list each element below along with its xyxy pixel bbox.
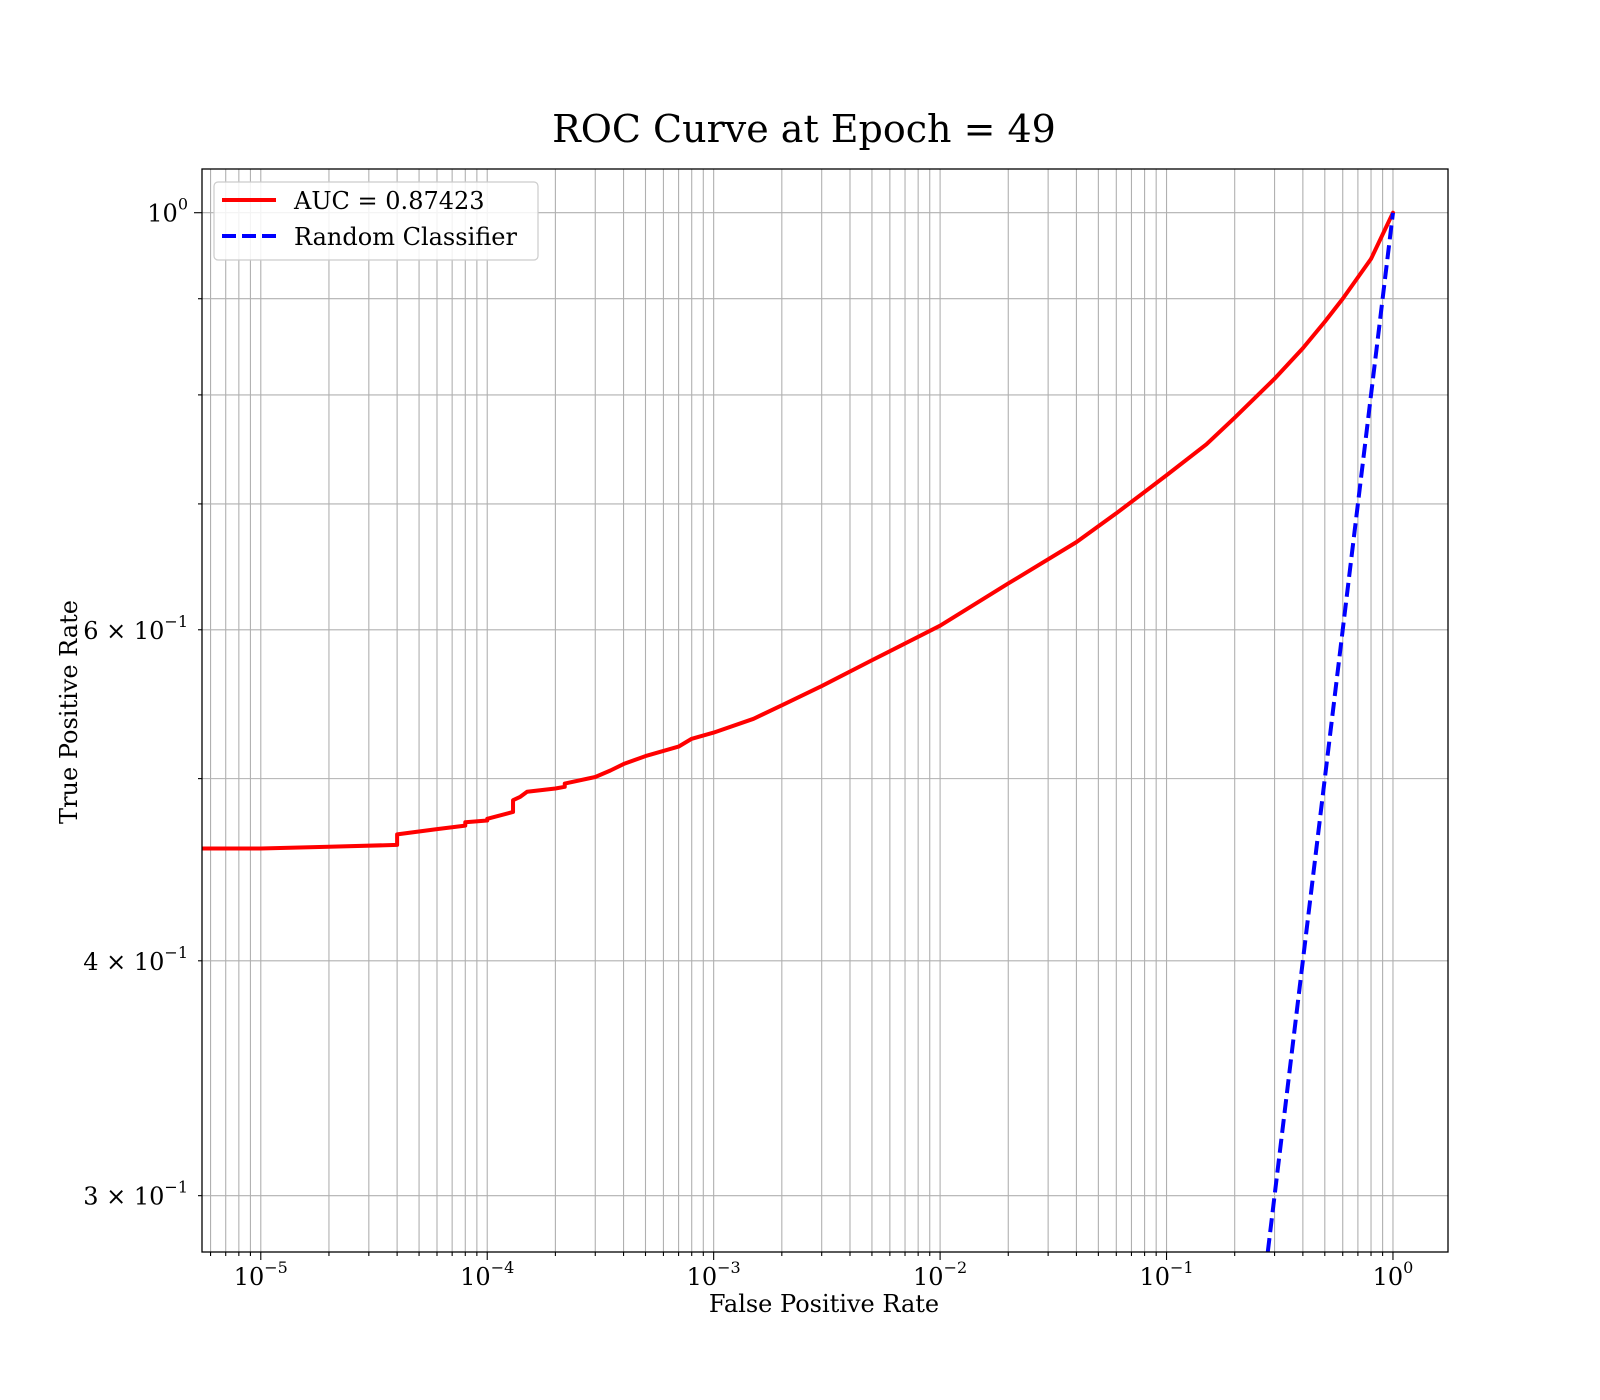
y-axis-ticks: 100 6 × 10−1 4 × 10−1 3 × 10−1 (83, 195, 202, 1211)
series-layer (202, 210, 1395, 1252)
plot-frame (201, 168, 1449, 1253)
legend: AUC = 0.87423 Random Classifier (213, 181, 539, 261)
random-classifier-line (1265, 212, 1395, 1252)
y-tick-label: 3 × 10−1 (83, 1178, 188, 1211)
y-tick-label: 6 × 10−1 (83, 612, 188, 645)
y-tick-label: 100 (147, 195, 188, 228)
grid-lines (202, 169, 1448, 1252)
legend-box (213, 181, 539, 261)
chart-title: ROC Curve at Epoch = 49 (552, 107, 1056, 151)
x-tick-label: 10−3 (687, 1258, 741, 1291)
legend-label-random: Random Classifier (294, 223, 517, 251)
x-tick-label: 10−1 (1139, 1258, 1193, 1291)
x-tick-label: 10−2 (913, 1258, 967, 1291)
roc-curve-line (202, 210, 1395, 851)
x-tick-label: 10−4 (460, 1258, 514, 1291)
x-axis-label: False Positive Rate (709, 1290, 939, 1318)
x-tick-label: 100 (1373, 1258, 1414, 1291)
legend-label-auc: AUC = 0.87423 (293, 187, 485, 215)
y-tick-label: 4 × 10−1 (83, 943, 188, 976)
y-axis-label: True Positive Rate (55, 600, 83, 824)
x-axis-ticks: 10−5 10−4 10−3 10−2 10−1 100 (210, 1252, 1414, 1291)
x-tick-label: 10−5 (234, 1258, 288, 1291)
